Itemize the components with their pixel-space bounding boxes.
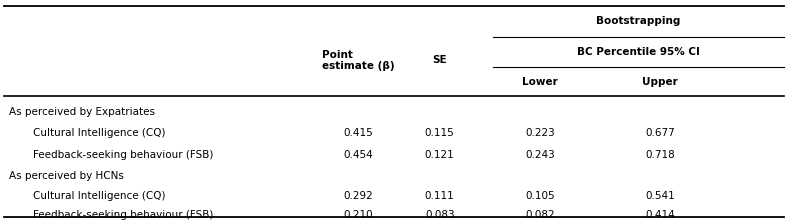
Text: 0.415: 0.415 [344, 128, 374, 138]
Text: SE: SE [433, 56, 447, 65]
Text: Feedback-seeking behaviour (FSB): Feedback-seeking behaviour (FSB) [33, 211, 214, 220]
Text: 0.414: 0.414 [645, 211, 675, 220]
Text: Upper: Upper [642, 77, 678, 87]
Text: As perceived by Expatriates: As perceived by Expatriates [9, 107, 155, 117]
Text: Cultural Intelligence (CQ): Cultural Intelligence (CQ) [33, 191, 165, 201]
Text: 0.223: 0.223 [525, 128, 555, 138]
Text: 0.210: 0.210 [344, 211, 374, 220]
Text: Feedback-seeking behaviour (FSB): Feedback-seeking behaviour (FSB) [33, 150, 214, 159]
Text: BC Percentile 95% CI: BC Percentile 95% CI [577, 47, 700, 57]
Text: Lower: Lower [522, 77, 558, 87]
Text: 0.111: 0.111 [425, 191, 455, 201]
Text: Cultural Intelligence (CQ): Cultural Intelligence (CQ) [33, 128, 165, 138]
Text: Point
estimate (β): Point estimate (β) [322, 50, 395, 71]
Text: As perceived by HCNs: As perceived by HCNs [9, 171, 125, 181]
Text: 0.454: 0.454 [344, 150, 374, 159]
Text: 0.115: 0.115 [425, 128, 455, 138]
Text: 0.083: 0.083 [425, 211, 455, 220]
Text: 0.243: 0.243 [525, 150, 555, 159]
Text: 0.105: 0.105 [525, 191, 555, 201]
Text: Bootstrapping: Bootstrapping [596, 16, 681, 26]
Text: 0.541: 0.541 [645, 191, 675, 201]
Text: 0.677: 0.677 [645, 128, 675, 138]
Text: 0.121: 0.121 [425, 150, 455, 159]
Text: 0.082: 0.082 [525, 211, 555, 220]
Text: 0.718: 0.718 [645, 150, 675, 159]
Text: 0.292: 0.292 [344, 191, 374, 201]
